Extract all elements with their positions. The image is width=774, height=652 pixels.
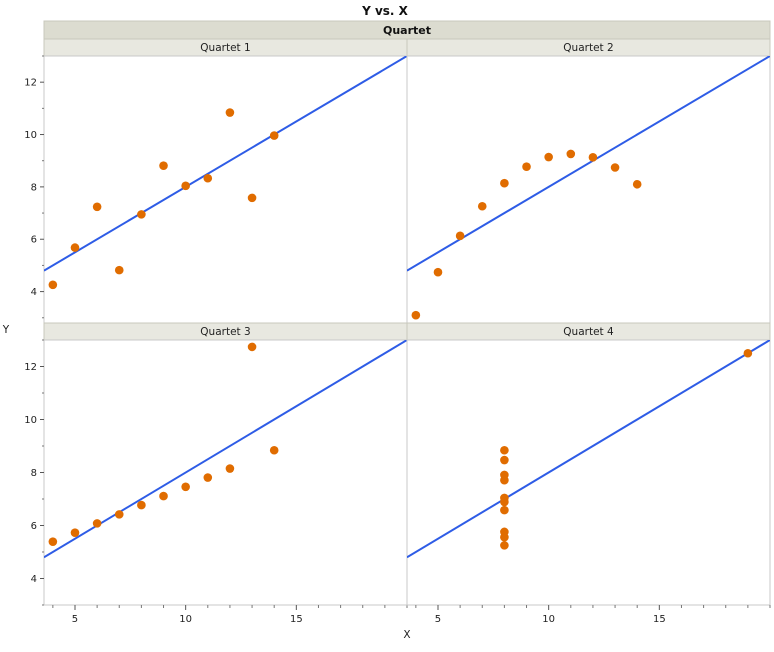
data-point — [544, 152, 553, 162]
data-point — [92, 519, 102, 528]
panel-4: Quartet 4 5 10 15 — [406, 322, 771, 625]
plot-frame — [406, 339, 771, 606]
y-tick-label: 6 — [31, 521, 37, 532]
x-axis-label: X — [403, 629, 410, 641]
data-point — [500, 445, 509, 455]
data-point — [181, 482, 190, 492]
plot-frame — [43, 339, 408, 606]
panel-label: Quartet 3 — [200, 326, 250, 338]
data-point — [269, 131, 279, 140]
panel-3: Quartet 3 4 6 8 10 12 5 10 15 — [24, 322, 408, 625]
y-tick-label: 12 — [24, 78, 37, 89]
data-point — [455, 231, 465, 241]
data-point — [159, 161, 168, 170]
panels-layer: Quartet 1 4 6 8 10 12 Quartet 2 Quartet 3 4 6 8 10 1… — [24, 38, 771, 625]
panel-label: Quartet 4 — [563, 326, 614, 338]
data-point — [137, 500, 146, 510]
y-tick-label: 8 — [31, 182, 37, 193]
data-point — [114, 265, 124, 275]
chart-title: Y vs. X — [361, 4, 409, 18]
x-tick-label: 10 — [179, 614, 192, 625]
fit-line — [44, 340, 407, 559]
data-point — [114, 510, 124, 519]
data-point — [92, 202, 102, 212]
data-point — [137, 210, 146, 219]
x-tick-label: 5 — [435, 614, 441, 625]
data-point — [500, 541, 509, 550]
data-point — [181, 181, 190, 191]
y-tick-label: 10 — [24, 415, 37, 426]
data-point — [500, 455, 509, 465]
data-point — [500, 505, 509, 515]
x-tick-label: 15 — [290, 614, 303, 625]
y-tick-label: 4 — [31, 287, 37, 298]
data-point — [743, 348, 753, 358]
panel-label: Quartet 2 — [563, 42, 613, 54]
data-point — [588, 153, 598, 162]
panel-1: Quartet 1 4 6 8 10 12 — [24, 38, 408, 324]
y-tick-label: 6 — [31, 235, 37, 246]
data-point — [70, 243, 80, 252]
data-point — [48, 280, 58, 290]
fit-line — [44, 56, 407, 272]
data-point — [48, 537, 58, 546]
data-point — [225, 108, 235, 117]
data-point — [566, 149, 576, 159]
data-point — [269, 445, 279, 455]
data-point — [500, 178, 509, 188]
plot-frame — [43, 55, 408, 324]
fit-line — [407, 56, 770, 272]
group-header-label: Quartet — [383, 24, 431, 37]
y-axis-label: Y — [2, 324, 10, 336]
fit-line — [407, 340, 770, 559]
x-tick-label: 15 — [653, 614, 666, 625]
data-point — [522, 162, 531, 172]
data-point — [70, 528, 80, 537]
y-tick-label: 4 — [31, 574, 37, 585]
data-point — [500, 532, 509, 542]
data-point — [632, 179, 642, 189]
panel-2: Quartet 2 — [406, 38, 771, 324]
y-tick-label: 10 — [24, 130, 37, 141]
x-tick-label: 10 — [542, 614, 555, 625]
data-point — [477, 201, 487, 211]
data-point — [411, 310, 421, 320]
data-point — [159, 491, 168, 501]
data-point — [225, 464, 235, 473]
data-point — [500, 497, 509, 507]
data-point — [203, 473, 213, 482]
x-tick-label: 5 — [72, 614, 78, 625]
y-tick-label: 12 — [24, 362, 37, 373]
data-point — [610, 163, 620, 172]
data-point — [500, 470, 509, 480]
data-point — [203, 173, 213, 183]
data-point — [433, 267, 443, 277]
data-point — [247, 342, 257, 352]
panel-label: Quartet 1 — [200, 42, 250, 54]
data-point — [247, 193, 257, 203]
plot-frame — [406, 55, 771, 324]
y-tick-label: 8 — [31, 468, 37, 479]
